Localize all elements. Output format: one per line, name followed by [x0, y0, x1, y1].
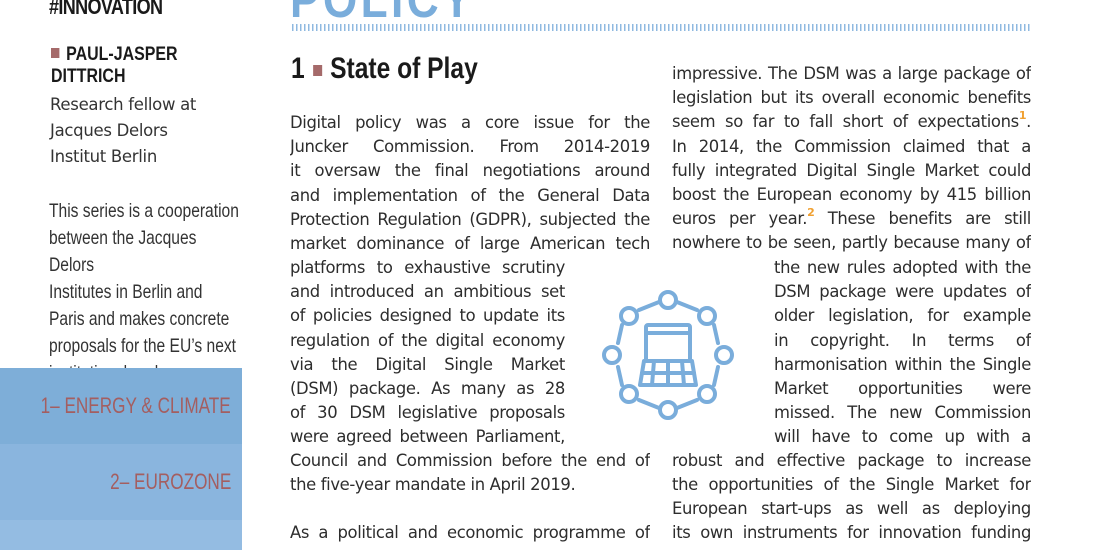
column2-cutoff: its own instruments for innovation fundi…: [672, 523, 1031, 542]
column1-wrap: platforms to exhaustive scrutiny and int…: [290, 258, 565, 447]
author-bullet-icon: [51, 48, 60, 58]
nav-item-next[interactable]: [0, 520, 242, 550]
column1-top: Digital policy was a core issue for the …: [290, 113, 650, 253]
series-description: This series is a cooperation between the…: [49, 200, 239, 384]
series-nav: 1– ENERGY & CLIMATE 2– EUROZONE: [0, 368, 242, 550]
dotted-divider: [292, 24, 1031, 31]
topic-tag: #INNOVATION: [49, 0, 163, 19]
author-bio: Research fellow at Jacques Delors Instit…: [50, 95, 197, 166]
footnote-ref-1[interactable]: 1: [1018, 110, 1027, 123]
column2-bottom: robust and effective package to increase…: [672, 451, 1031, 519]
author-name: PAUL-JASPER DITTRICH: [51, 44, 178, 87]
digital-network-laptop-icon: [602, 290, 734, 420]
column1-cutoff: As a political and economic programme of: [290, 523, 650, 542]
sidebar: #INNOVATION PAUL-JASPER DITTRICH Researc…: [0, 0, 242, 550]
nav-item-energy-climate[interactable]: 1– ENERGY & CLIMATE: [0, 368, 242, 444]
column2-wrap: the new rules adopted with the DSM packa…: [774, 258, 1031, 447]
column2-top: impressive. The DSM was a large package …: [672, 64, 1031, 253]
nav-item-eurozone[interactable]: 2– EUROZONE: [0, 444, 242, 520]
column1-bottom: Council and Commission before the end of…: [290, 451, 650, 495]
footnote-ref-2[interactable]: 2: [807, 207, 815, 220]
section-bullet-icon: [312, 65, 322, 76]
section-heading: 1 State of Play: [291, 52, 478, 85]
